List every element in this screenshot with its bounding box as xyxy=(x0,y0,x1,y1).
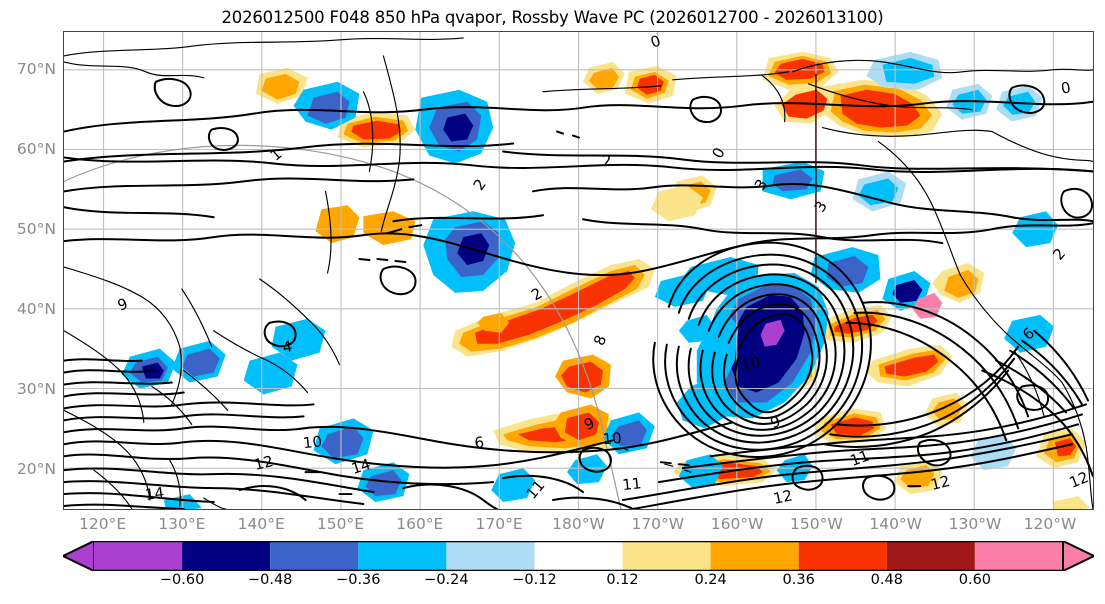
svg-text:14: 14 xyxy=(144,484,165,504)
ytick-label: 20°N xyxy=(16,460,56,478)
svg-text:4: 4 xyxy=(281,337,294,356)
svg-text:10: 10 xyxy=(302,432,323,452)
figure-title: 2026012500 F048 850 hPa qvapor, Rossby W… xyxy=(221,8,884,27)
ytick-label: 40°N xyxy=(16,300,56,318)
svg-text:6: 6 xyxy=(473,433,485,452)
colorbar-swatches xyxy=(63,541,1094,571)
xtick-label: 120°E xyxy=(79,515,127,533)
xtick-label: 140°E xyxy=(237,515,285,533)
svg-text:12: 12 xyxy=(929,472,952,494)
xtick-label: 160°E xyxy=(396,515,444,533)
xtick-label: 180°W xyxy=(552,515,605,533)
svg-text:12: 12 xyxy=(772,486,794,508)
colorbar-tick-label: −0.48 xyxy=(247,572,293,588)
svg-text:10: 10 xyxy=(740,353,762,375)
xtick-label: 160°W xyxy=(710,515,764,533)
xtick-label: 150°E xyxy=(316,515,365,533)
xtick-label: 130°E xyxy=(158,515,206,533)
colorbar-tick-label: 0.48 xyxy=(870,572,903,588)
colorbar-tick-label: −0.24 xyxy=(424,572,469,588)
colorbar-tick-label: −0.12 xyxy=(512,572,557,588)
colorbar-tick-label: 0.12 xyxy=(606,572,639,588)
svg-text:14: 14 xyxy=(349,455,373,478)
colorbar[interactable] xyxy=(63,541,1094,571)
colorbar-tick-label: 0.24 xyxy=(694,572,727,588)
xtick-label: 130°W xyxy=(948,515,1002,533)
ytick-label: 70°N xyxy=(16,60,56,78)
map-axes[interactable]: 1 2 2 2 3 3 0 0 0 4 9 8 10 6 9 9 10 xyxy=(63,31,1094,510)
ytick-label: 50°N xyxy=(16,220,56,238)
svg-text:0: 0 xyxy=(1060,78,1073,97)
ytick-label: 30°N xyxy=(16,380,56,398)
xtick-label: 150°W xyxy=(790,515,843,533)
xtick-label: 120°W xyxy=(1023,515,1077,533)
svg-text:11: 11 xyxy=(621,474,642,494)
xtick-label: 140°W xyxy=(869,515,923,533)
svg-text:2: 2 xyxy=(601,151,613,170)
colorbar-tick-label: 0.60 xyxy=(958,572,992,588)
ytick-label: 60°N xyxy=(16,140,56,158)
svg-text:10: 10 xyxy=(602,429,622,448)
colorbar-tick-label: −0.36 xyxy=(336,572,381,588)
xtick-label: 170°W xyxy=(631,515,685,533)
svg-text:12: 12 xyxy=(252,452,275,474)
xtick-label: 170°E xyxy=(475,515,523,533)
humidity-contours xyxy=(64,78,1093,509)
colorbar-tick-label: −0.60 xyxy=(159,572,205,588)
svg-text:12: 12 xyxy=(1067,468,1091,492)
map-plot: 1 2 2 2 3 3 0 0 0 4 9 8 10 6 9 9 10 xyxy=(64,32,1093,509)
svg-text:11: 11 xyxy=(848,447,872,470)
colorbar-tick-label: 0.36 xyxy=(782,572,815,588)
